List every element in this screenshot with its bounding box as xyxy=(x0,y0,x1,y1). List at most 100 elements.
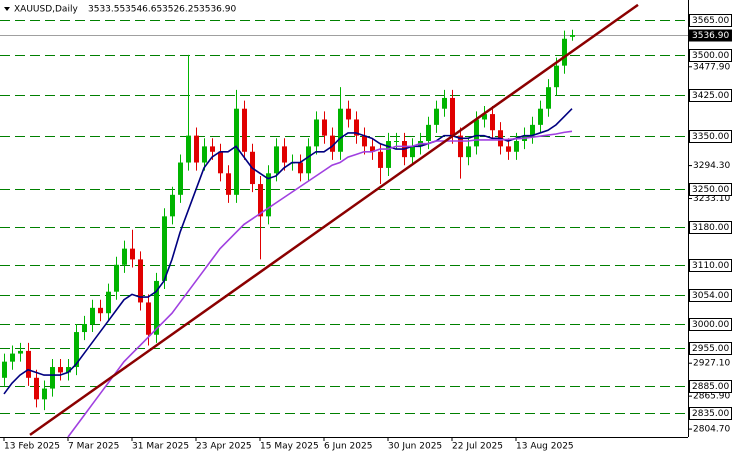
x-tick-label: 7 Mar 2025 xyxy=(68,442,119,452)
candle-body xyxy=(274,146,279,174)
level-box xyxy=(689,14,732,27)
candle-body xyxy=(90,307,95,324)
current-price-box xyxy=(689,29,732,42)
candle-body xyxy=(154,280,159,335)
candle-body xyxy=(18,350,23,354)
trendline xyxy=(29,3,639,436)
candle-body xyxy=(106,291,111,314)
candle-body xyxy=(426,124,431,142)
candle-body xyxy=(394,141,399,143)
moving-average xyxy=(67,130,573,438)
candle-body xyxy=(354,119,359,136)
header-value: 3533.55 xyxy=(88,5,125,15)
candle-body xyxy=(114,264,119,292)
y-tick-label: 2927.10 xyxy=(693,359,730,369)
header-value: 3536.90 xyxy=(199,5,236,15)
y-tick-label: 3294.30 xyxy=(693,161,730,171)
candle-body xyxy=(298,162,303,174)
candle-body xyxy=(130,248,135,260)
candle-body xyxy=(378,151,383,168)
candle-body xyxy=(546,87,551,109)
level-box xyxy=(689,289,732,302)
level-label: 2955.00 xyxy=(692,344,729,354)
level-label: 2835.00 xyxy=(692,409,729,419)
level-label: 3180.00 xyxy=(692,223,729,233)
level-label: 3110.00 xyxy=(692,261,729,271)
candle-body xyxy=(306,146,311,174)
menu-arrow[interactable] xyxy=(4,7,10,11)
candle-body xyxy=(146,302,151,335)
level-box xyxy=(689,259,732,272)
current-price-label: 3536.90 xyxy=(692,31,729,41)
level-box xyxy=(689,342,732,355)
candle-body xyxy=(474,119,479,147)
candle-body xyxy=(218,151,223,174)
candle-body xyxy=(466,146,471,158)
y-tick-label: 2804.70 xyxy=(693,425,730,435)
y-tick-label: 3233.10 xyxy=(693,194,730,204)
candle-body xyxy=(10,353,15,362)
candle-body xyxy=(42,388,47,400)
candle-body xyxy=(34,377,39,400)
level-box xyxy=(689,89,732,102)
candle-body xyxy=(82,323,87,333)
candle-body xyxy=(178,162,183,195)
level-box xyxy=(689,318,732,331)
level-box xyxy=(689,130,732,143)
candle-body xyxy=(66,367,71,373)
candle-body xyxy=(554,65,559,88)
header-value: 3526.25 xyxy=(162,5,199,15)
candle-body xyxy=(282,146,287,163)
candle-body xyxy=(122,248,127,265)
candle-body xyxy=(58,367,63,373)
candle-body xyxy=(26,350,31,378)
candle-body xyxy=(266,173,271,217)
candle-body xyxy=(362,135,367,147)
candle-body xyxy=(210,146,215,152)
candle-body xyxy=(242,108,247,152)
x-tick-label: 23 Apr 2025 xyxy=(196,442,252,452)
candle-body xyxy=(482,114,487,120)
candle-body xyxy=(434,108,439,125)
candle-body xyxy=(370,146,375,152)
candle-body xyxy=(322,119,327,136)
x-tick-label: 13 Aug 2025 xyxy=(516,442,574,452)
candle-body xyxy=(226,173,231,195)
chart-title: XAUUSD,Daily xyxy=(14,5,78,15)
candle-body xyxy=(338,108,343,152)
candle-body xyxy=(194,135,199,163)
candle-body xyxy=(514,141,519,152)
candle-body xyxy=(570,35,575,37)
candle-body xyxy=(74,332,79,368)
candle-body xyxy=(330,135,335,152)
level-label: 3500.00 xyxy=(692,51,729,61)
y-tick-label: 3477.90 xyxy=(693,62,730,72)
x-tick-label: 22 Jul 2025 xyxy=(452,442,503,452)
candle-body xyxy=(138,259,143,303)
candle-body xyxy=(538,108,543,125)
x-tick-label: 13 Feb 2025 xyxy=(4,442,60,452)
candle-body xyxy=(450,97,455,136)
candle-body xyxy=(258,184,263,217)
x-tick-label: 6 Jun 2025 xyxy=(324,442,372,452)
level-label: 3000.00 xyxy=(692,320,729,330)
candle-body xyxy=(186,135,191,163)
level-label: 3350.00 xyxy=(692,132,729,142)
candle-body xyxy=(562,38,567,66)
level-box xyxy=(689,183,732,196)
level-label: 3425.00 xyxy=(692,91,729,101)
x-tick-label: 15 May 2025 xyxy=(260,442,319,452)
candle-body xyxy=(2,361,7,378)
candle-body xyxy=(442,97,447,109)
candle-body xyxy=(410,146,415,158)
level-box xyxy=(689,221,732,234)
level-label: 3250.00 xyxy=(692,185,729,195)
candle-body xyxy=(386,141,391,168)
level-label: 3565.00 xyxy=(692,16,729,26)
candle-body xyxy=(202,146,207,163)
header-value: 3546.65 xyxy=(125,5,162,15)
level-label: 2885.00 xyxy=(692,382,729,392)
candle-body xyxy=(314,119,319,147)
